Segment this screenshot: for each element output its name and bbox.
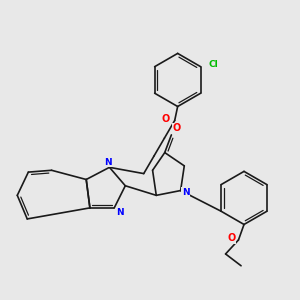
Text: N: N: [182, 188, 190, 197]
Text: N: N: [104, 158, 111, 167]
Text: O: O: [162, 114, 170, 124]
Text: O: O: [228, 233, 236, 244]
Text: N: N: [116, 208, 124, 217]
Text: O: O: [173, 123, 181, 133]
Text: Cl: Cl: [209, 60, 218, 69]
